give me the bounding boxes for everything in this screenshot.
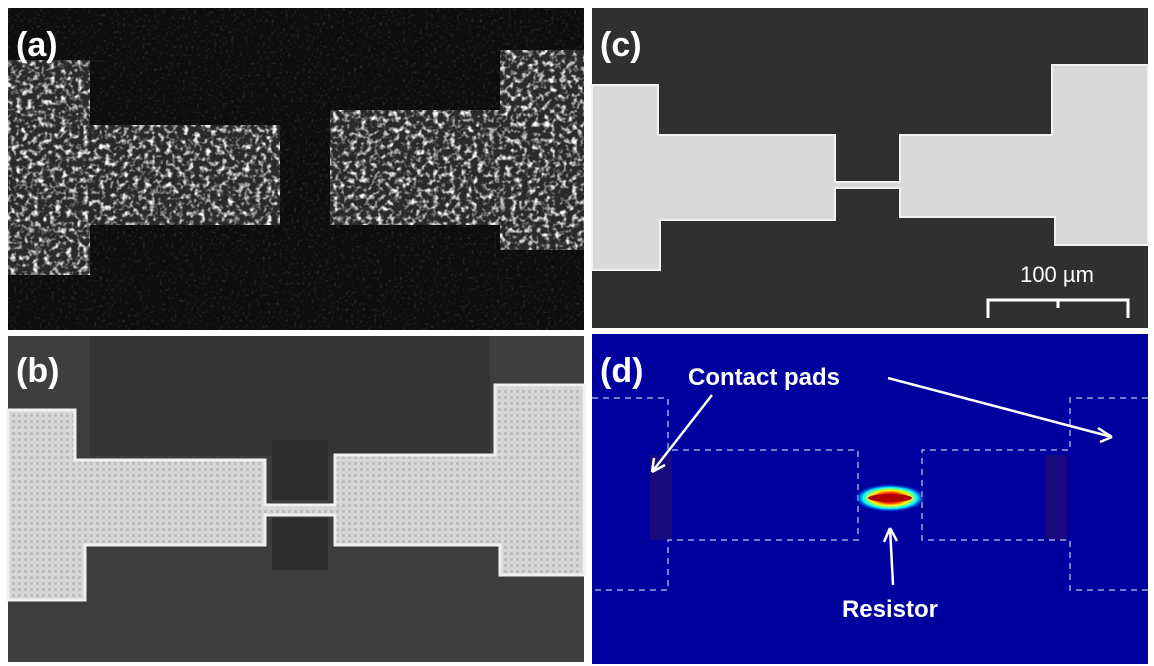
annotation: Resistor: [842, 596, 938, 623]
panel-c: (c) 100 µm: [592, 8, 1148, 328]
panel-label: (a): [16, 26, 58, 64]
panel-b-shade: [90, 336, 490, 456]
panel-label: (b): [16, 352, 59, 390]
panel-label: (d): [600, 352, 643, 390]
hot-core: [868, 494, 912, 502]
panel-a: (a): [8, 8, 584, 330]
pad-heat: [1045, 455, 1067, 540]
panel-d: (d) Contact pads Resistor: [592, 334, 1148, 664]
panel-b: (b): [8, 336, 584, 662]
panel-b-gap: [272, 518, 328, 570]
figure: (a) (b) (c) 100 µm (d) Contact pads Resi…: [0, 0, 1154, 666]
scale-bar-label: 100 µm: [1020, 262, 1094, 287]
panel-b-gap: [272, 440, 328, 500]
annotation: Contact pads: [688, 364, 840, 391]
panel-label: (c): [600, 26, 642, 64]
